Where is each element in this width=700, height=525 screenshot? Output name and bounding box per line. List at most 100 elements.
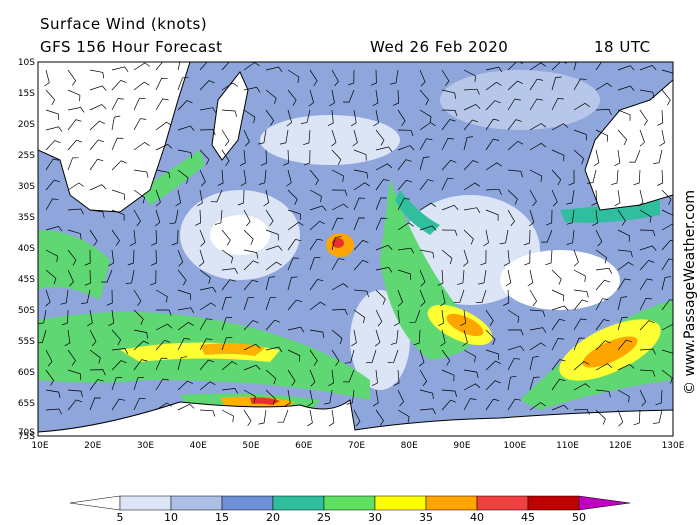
wind-barb — [67, 269, 74, 287]
wind-barb — [38, 309, 47, 325]
wind-barb — [64, 329, 71, 347]
wind-barb — [595, 82, 613, 91]
wind-barb — [397, 159, 412, 171]
wind-barb — [133, 209, 141, 227]
wind-barb — [485, 349, 500, 360]
wind-barb — [258, 409, 267, 425]
wind-barb — [309, 257, 321, 271]
wind-barb — [89, 104, 107, 111]
wind-barb — [331, 217, 344, 231]
wind-barb — [617, 363, 635, 371]
wind-barb — [529, 189, 537, 207]
wind-barb — [617, 261, 634, 271]
longitude-label: 120E — [609, 441, 632, 451]
wind-barb — [265, 296, 277, 311]
wind-barb — [177, 169, 189, 184]
wind-barb — [155, 143, 173, 151]
wind-barb — [463, 136, 474, 151]
wind-barb — [573, 318, 587, 331]
wind-barb — [67, 107, 85, 113]
colorbar-label: 30 — [368, 511, 382, 524]
wind-barb — [199, 286, 217, 293]
wind-barb — [655, 389, 663, 406]
wind-barb — [177, 289, 192, 301]
wind-barb — [507, 358, 521, 371]
wind-barb — [265, 346, 283, 353]
wind-barb — [617, 129, 628, 146]
wind-barb — [277, 409, 289, 423]
wind-barb — [551, 318, 566, 331]
wind-barb — [199, 80, 215, 91]
wind-barb — [573, 337, 586, 351]
wind-barb — [375, 289, 386, 305]
longitude-label: 60E — [295, 441, 312, 451]
wind-barb — [551, 76, 562, 91]
colorbar-label: 45 — [521, 511, 535, 524]
wind-barb — [221, 129, 230, 147]
wind-barb — [67, 119, 82, 131]
wind-barb — [639, 320, 655, 331]
wind-barb — [133, 189, 145, 204]
wind-barb — [243, 364, 261, 371]
wind-barb — [463, 69, 476, 83]
wind-barb — [265, 389, 276, 405]
wind-barb — [287, 276, 298, 291]
wind-barb — [155, 189, 161, 207]
wind-barb — [595, 389, 611, 398]
wind-barb — [617, 249, 633, 258]
wind-barb — [177, 249, 184, 267]
wind-barb — [133, 340, 150, 351]
wind-barb — [133, 62, 151, 71]
wind-barb — [397, 389, 405, 407]
wind-barb — [374, 329, 381, 347]
wind-barb — [419, 408, 436, 415]
wind-barb — [614, 149, 621, 167]
wind-barb — [198, 249, 205, 267]
wind-barb — [639, 348, 656, 355]
wind-barb — [586, 169, 597, 184]
wind-barb — [503, 249, 510, 267]
wind-barb — [133, 169, 149, 178]
wind-barb — [529, 309, 546, 317]
wind-barb — [177, 321, 194, 331]
wind-barb — [573, 249, 579, 267]
wind-barb — [45, 109, 60, 121]
wind-barb — [661, 239, 673, 251]
wind-barb — [485, 209, 499, 221]
wind-barb — [45, 89, 56, 106]
wind-barb — [177, 338, 191, 351]
wind-barb — [199, 318, 213, 331]
wind-barb — [457, 269, 465, 285]
wind-barb — [151, 229, 158, 246]
wind-barb — [309, 301, 326, 311]
wind-barb — [328, 369, 334, 387]
wind-barb — [639, 89, 655, 99]
wind-barb — [155, 402, 173, 411]
wind-barb — [221, 82, 239, 91]
wind-barb — [551, 98, 564, 111]
wind-barb — [84, 249, 91, 266]
wind-barb — [217, 169, 224, 186]
wind-barb — [617, 65, 635, 71]
wind-barb — [351, 329, 357, 347]
wind-barb — [89, 158, 104, 171]
wind-barb — [265, 229, 279, 241]
wind-barb — [108, 249, 115, 267]
wind-barb — [393, 369, 400, 386]
wind-barb — [309, 69, 318, 86]
wind-barb — [441, 109, 458, 117]
wind-barb — [177, 380, 194, 391]
wind-barb — [507, 189, 518, 205]
wind-barb — [45, 225, 63, 232]
wind-barb — [287, 257, 300, 271]
wind-barb — [171, 229, 179, 246]
wind-barb — [637, 189, 644, 207]
wind-barb — [463, 207, 481, 213]
wind-barb — [375, 129, 385, 146]
wind-barb — [529, 123, 547, 131]
wind-barb — [592, 209, 598, 227]
wind-barb — [441, 177, 454, 191]
wind-barb — [353, 309, 366, 324]
wind-barb — [661, 299, 673, 311]
colorbar-label: 5 — [117, 511, 124, 524]
